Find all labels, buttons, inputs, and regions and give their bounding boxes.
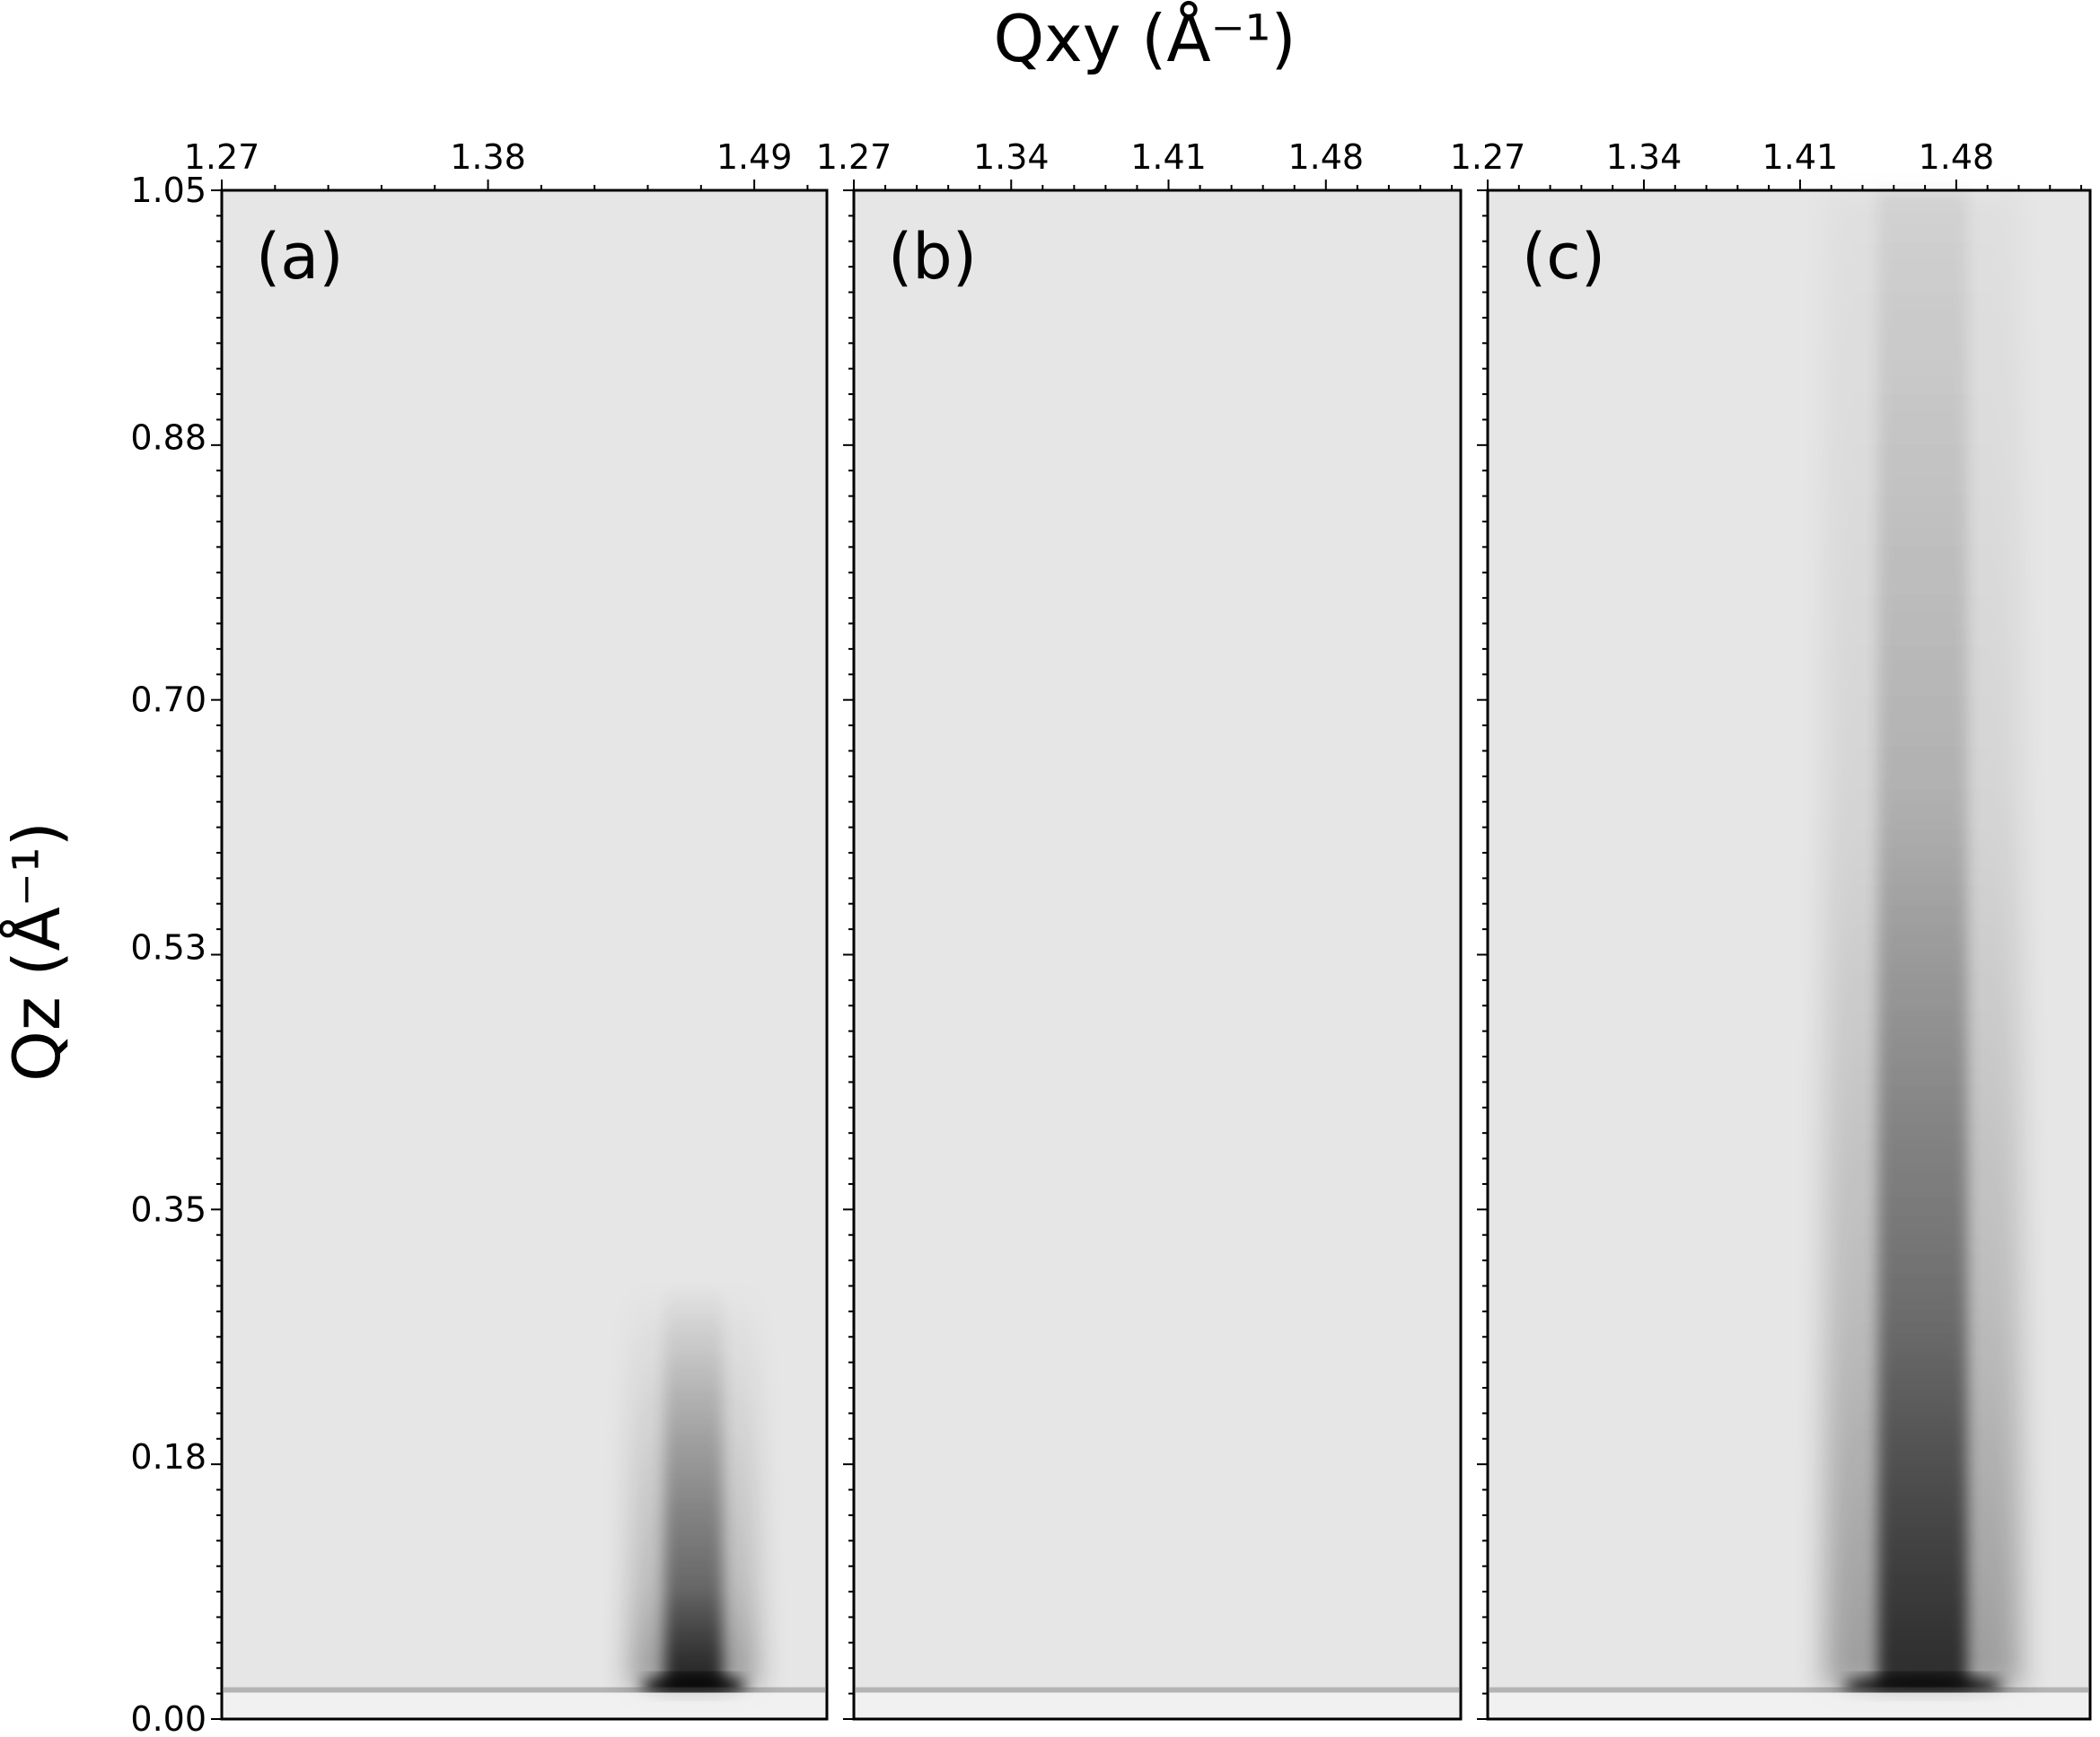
panel-b: 1.27 1.34 1.41 1.48 (b)	[816, 137, 1463, 1721]
x-tick-label: 1.48	[1287, 137, 1364, 177]
heatmap-background	[854, 190, 1461, 1719]
horizon-line	[1489, 1687, 2088, 1693]
x-tick-label: 1.34	[1606, 137, 1683, 177]
below-horizon	[1489, 1692, 2088, 1717]
below-horizon	[224, 1692, 825, 1717]
panel-label: (b)	[888, 220, 977, 294]
peak-streak	[1877, 190, 1968, 1690]
x-tick-label: 1.27	[184, 137, 260, 177]
peak-streak	[664, 1282, 724, 1690]
panel-label: (a)	[256, 220, 344, 294]
panel-c: 1.27 1.34 1.41 1.48 (c)	[1450, 137, 2092, 1721]
y-tick-label: 0.35	[130, 1189, 206, 1229]
y-axis-ticks: 0.00 0.18 0.35 0.53 0.70 0.88 1.05	[130, 171, 206, 1737]
y-axis-title: Qz (Å⁻¹)	[0, 821, 75, 1082]
panels: 1.27 1.38 1.49(a)1.27 1.34 1.41 1.48(b)1.27 1.…	[184, 137, 2092, 1721]
panel-label: (c)	[1522, 220, 1605, 294]
x-tick-label: 1.49	[716, 137, 793, 177]
x-tick-label: 1.27	[1450, 137, 1526, 177]
x-tick-label: 1.41	[1762, 137, 1839, 177]
below-horizon	[856, 1692, 1459, 1717]
y-tick-label: 0.18	[130, 1437, 206, 1477]
y-tick-label: 0.88	[130, 418, 206, 458]
horizon-line	[224, 1687, 825, 1693]
horizon-line	[856, 1687, 1459, 1693]
y-tick-label: 0.70	[130, 680, 206, 720]
x-axis-title: Qxy (Å⁻¹)	[993, 1, 1296, 76]
y-tick-label: 1.05	[130, 171, 206, 210]
x-tick-label: 1.38	[450, 137, 526, 177]
x-tick-label: 1.48	[1919, 137, 1995, 177]
x-tick-label: 1.34	[973, 137, 1050, 177]
panel-a: 1.27 1.38 1.49 (a)	[184, 137, 829, 1721]
y-tick-label: 0.00	[130, 1699, 206, 1737]
x-tick-label: 1.27	[816, 137, 892, 177]
x-tick-label: 1.41	[1130, 137, 1207, 177]
y-tick-label: 0.53	[130, 927, 206, 967]
